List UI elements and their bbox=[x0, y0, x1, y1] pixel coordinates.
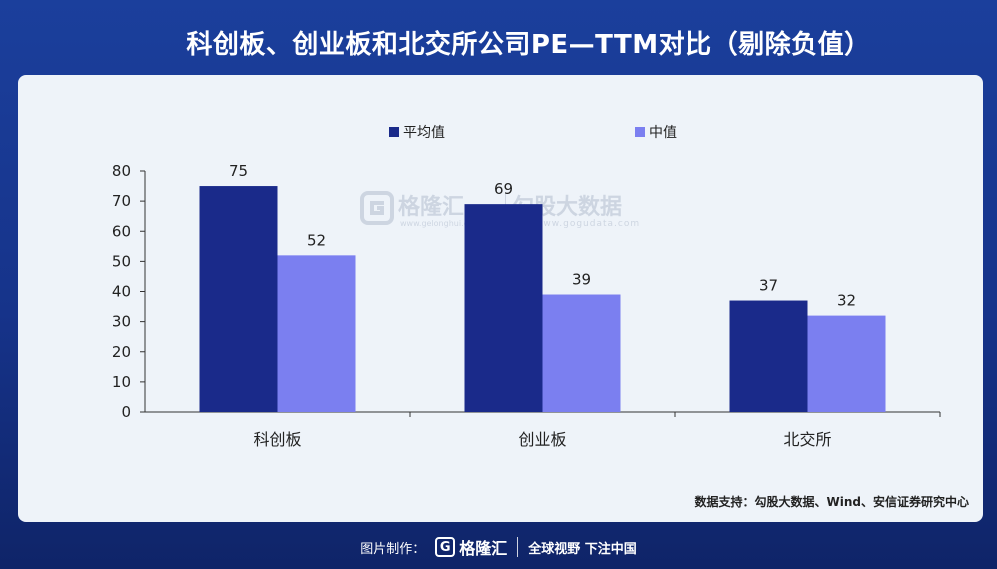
legend-swatch-median bbox=[635, 127, 645, 137]
data-label: 52 bbox=[307, 231, 326, 249]
bar-median bbox=[542, 294, 621, 412]
y-tick-label: 0 bbox=[121, 403, 131, 421]
y-tick-label: 80 bbox=[112, 162, 131, 180]
bar-median bbox=[277, 255, 356, 412]
legend-item-median: 中值 bbox=[635, 122, 677, 142]
watermark-brand-url: www.gelonghui.com bbox=[400, 219, 481, 228]
page-title: 科创板、创业板和北交所公司PE—TTM对比（剔除负值） bbox=[186, 30, 871, 60]
watermark-gogudata-url: www.gogudata.com bbox=[535, 219, 641, 229]
data-label: 32 bbox=[837, 292, 856, 310]
chart-legend: 平均值 中值 bbox=[18, 122, 983, 142]
y-tick-label: 70 bbox=[112, 192, 131, 210]
legend-item-average: 平均值 bbox=[389, 122, 445, 142]
y-tick-label: 60 bbox=[112, 222, 131, 240]
bar-chart: 0 10 20 30 40 50 60 70 80 科创板 75 52 创业板 69 39 北交所 37 32 bbox=[112, 162, 941, 449]
y-tick-label: 40 bbox=[112, 283, 131, 301]
legend-swatch-average bbox=[389, 127, 399, 137]
bar-average bbox=[729, 300, 808, 412]
bar-average bbox=[199, 186, 278, 412]
footer-slogan: 全球视野 下注中国 bbox=[528, 541, 637, 557]
footer-divider bbox=[517, 537, 519, 557]
data-label: 69 bbox=[494, 180, 513, 198]
watermark: 格隆汇 www.gelonghui.com 勾股大数据 www.gogudata… bbox=[360, 187, 660, 237]
data-source: 数据支持：勾股大数据、Wind、安信证券研究中心 bbox=[694, 495, 969, 509]
footer-logo-icon: G bbox=[435, 537, 456, 557]
watermark-brand: 格隆汇 bbox=[398, 195, 465, 220]
data-label: 39 bbox=[572, 271, 591, 289]
bar-median bbox=[807, 315, 886, 412]
y-tick-label: 10 bbox=[112, 373, 131, 391]
x-tick-label: 北交所 bbox=[783, 430, 831, 449]
x-tick-label: 科创板 bbox=[253, 430, 301, 449]
gelonghui-logo-icon bbox=[360, 191, 394, 225]
footer: 图片制作： G 格隆汇 全球视野 下注中国 bbox=[0, 533, 997, 561]
legend-label-median: 中值 bbox=[649, 125, 677, 141]
footer-logo: G 格隆汇 bbox=[435, 535, 507, 559]
bar-average bbox=[464, 204, 543, 412]
y-tick-label: 30 bbox=[112, 313, 131, 331]
data-label: 75 bbox=[229, 162, 248, 180]
x-tick-label: 创业板 bbox=[518, 430, 566, 449]
footer-logo-text: 格隆汇 bbox=[459, 539, 508, 558]
y-tick-label: 20 bbox=[112, 343, 131, 361]
footer-made-by: 图片制作： bbox=[360, 541, 426, 557]
y-tick-label: 50 bbox=[112, 252, 131, 270]
chart-panel: 平均值 中值 格隆汇 www.gelonghui.com 勾股大数据 www.g… bbox=[18, 75, 983, 522]
data-label: 37 bbox=[759, 277, 778, 295]
legend-label-average: 平均值 bbox=[403, 125, 445, 141]
